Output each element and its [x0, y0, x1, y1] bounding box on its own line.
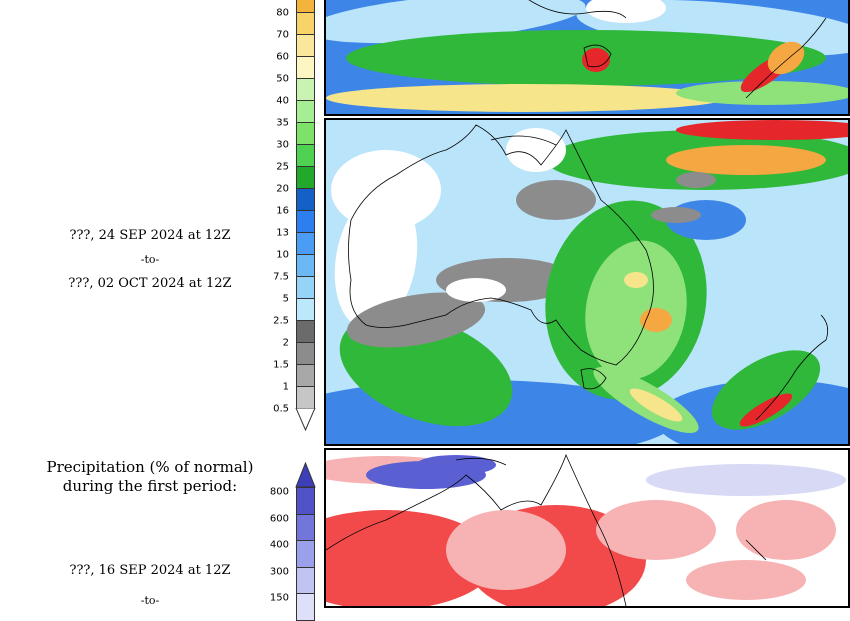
percent-normal-map — [326, 450, 848, 606]
precip-region — [416, 455, 496, 475]
precip-region — [585, 240, 687, 380]
colorbar-label: 70 — [276, 29, 289, 41]
precip-region — [767, 41, 805, 75]
precip-region — [736, 500, 836, 560]
period-start-label: ???, 24 SEP 2024 at 12Z — [69, 228, 231, 243]
precip-region — [676, 172, 716, 188]
map-panel-second-period — [324, 118, 850, 446]
colorbar-label: 80 — [276, 7, 289, 19]
papua-coast — [455, 457, 507, 466]
period-connector: -to- — [140, 253, 160, 266]
precip-region — [506, 128, 566, 172]
colorbar-label: 13 — [276, 227, 289, 239]
percent-colorbar-cell — [296, 540, 315, 568]
australia-coastline — [348, 124, 654, 366]
precip-region — [326, 84, 726, 112]
colorbar-cell — [296, 386, 315, 409]
colorbar-label: 1.5 — [273, 359, 289, 371]
australia-coastline — [326, 453, 627, 606]
colorbar-cell — [296, 100, 315, 123]
percent-title-line1: Precipitation (% of normal) — [46, 458, 254, 476]
colorbar-cell — [296, 56, 315, 79]
colorbar-label: 2.5 — [273, 315, 289, 327]
percent-colorbar-label: 800 — [269, 486, 289, 498]
precip-region — [640, 308, 672, 332]
precip-region — [446, 510, 566, 590]
precip-map-second — [326, 120, 848, 444]
map-panel-percent-normal — [324, 448, 850, 608]
percent-colorbar-cell — [296, 513, 315, 541]
island-outline — [745, 539, 767, 561]
precip-region — [334, 190, 418, 330]
colorbar-label: 10 — [276, 249, 289, 261]
precip-region — [676, 120, 848, 140]
precip-region — [629, 388, 683, 422]
colorbar-label: 60 — [276, 51, 289, 63]
colorbar-label: 5 — [282, 293, 289, 305]
percent-colorbar-label: 400 — [269, 539, 289, 551]
second-period-dates: ???, 24 SEP 2024 at 12Z -to- ???, 02 OCT… — [0, 224, 300, 296]
colorbar-label: 1 — [282, 381, 289, 393]
percent-period-dates: ???, 16 SEP 2024 at 12Z -to- — [0, 563, 300, 609]
colorbar-cell — [296, 188, 315, 211]
precip-region — [516, 180, 596, 220]
percent-period-connector: -to- — [140, 594, 160, 607]
precip-region — [686, 560, 806, 600]
precip-region — [651, 207, 701, 223]
colorbar-label: 30 — [276, 139, 289, 151]
colorbar-cell — [296, 34, 315, 57]
precip-region — [711, 350, 821, 430]
colorbar-cell — [296, 122, 315, 145]
colorbar-label: 35 — [276, 117, 289, 129]
percent-colorbar-label: 300 — [269, 566, 289, 577]
precip-region — [326, 0, 586, 44]
percent-colorbar-label: 150 — [269, 592, 289, 604]
precip-colorbar: 80 70 60 50 40 35 30 25 20 16 13 10 7.5 5 2.5 2 1.5 1 0.5 — [273, 0, 316, 432]
colorbar-label: 40 — [276, 95, 289, 107]
tasmania-outline — [583, 44, 612, 68]
precip-region — [624, 272, 648, 288]
colorbar-cell — [296, 12, 315, 35]
percent-normal-title: Precipitation (% of normal) during the f… — [0, 458, 300, 496]
colorbar-label: 2 — [282, 337, 289, 349]
colorbar-cell — [296, 342, 315, 365]
new-zealand-coast — [745, 17, 827, 99]
new-zealand-coast — [755, 314, 829, 421]
percent-title-line2: during the first period: — [62, 477, 238, 495]
percent-colorbar-cell — [296, 487, 315, 515]
percent-colorbar-cell — [296, 566, 315, 594]
percent-period-start: ???, 16 SEP 2024 at 12Z — [69, 563, 231, 578]
precip-region — [596, 500, 716, 560]
colorbar-label: 50 — [276, 73, 289, 85]
colorbar-cell — [296, 78, 315, 101]
precip-region — [676, 81, 848, 105]
colorbar-label: 25 — [276, 161, 289, 173]
coastline — [528, 0, 627, 19]
precip-region — [346, 292, 486, 348]
colorbar-cell — [296, 298, 315, 321]
colorbar-label: 16 — [276, 205, 289, 217]
papua-coast — [490, 135, 557, 146]
colorbar-cell — [296, 364, 315, 387]
precip-region — [586, 0, 666, 23]
percent-colorbar-top-arrow — [295, 462, 316, 488]
percent-colorbar-label: 600 — [269, 513, 289, 524]
colorbar-label: 20 — [276, 183, 289, 195]
colorbar-cell — [296, 320, 315, 343]
colorbar-label: 0.5 — [273, 403, 289, 415]
colorbar-cell — [296, 166, 315, 189]
precip-map-first — [326, 0, 848, 114]
colorbar-label: 7.5 — [273, 271, 289, 283]
map-panel-first-period — [324, 0, 850, 116]
tasmania-outline — [580, 368, 607, 390]
precip-region — [446, 278, 506, 302]
precip-region — [666, 145, 826, 175]
colorbar-cell — [296, 144, 315, 167]
colorbar-bottom-arrow — [295, 408, 316, 432]
precip-region — [582, 48, 610, 72]
precip-region — [646, 464, 846, 496]
percent-colorbar-cell — [296, 593, 315, 621]
percent-colorbar: 800 600 400 300 150 — [270, 462, 316, 621]
period-end-label: ???, 02 OCT 2024 at 12Z — [68, 276, 232, 291]
